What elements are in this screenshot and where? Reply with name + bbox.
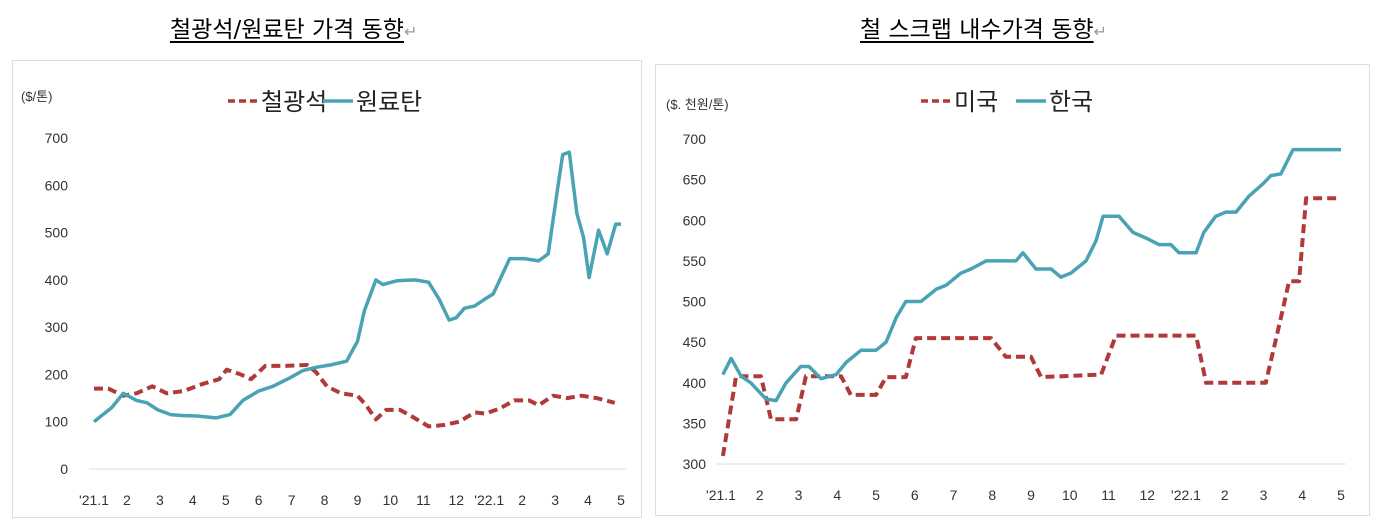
unit-label: ($/톤) (21, 89, 52, 104)
y-tick-label: 650 (683, 172, 707, 188)
x-tick-label: 2 (518, 492, 526, 508)
legend-label: 미국 (954, 89, 998, 116)
chart-svg: ($/톤) 0 100 200 300 400 500 600 700 '21.1 2 3 4 5 6 7 8 9… (21, 89, 626, 508)
chart-svg: ($. 천원/톤) 300 350 400 450 500 550 600 650 700 '21.… (666, 89, 1346, 503)
x-tick-label: 6 (255, 492, 263, 508)
x-tick-label: '22.1 (474, 492, 504, 508)
x-tick-label: 7 (288, 492, 296, 508)
x-tick-label: '22.1 (1171, 487, 1201, 503)
x-tick-label: 3 (1260, 487, 1268, 503)
x-tick-label: 2 (756, 487, 764, 503)
y-tick-label: 600 (45, 177, 69, 193)
x-tick-label: 12 (1139, 487, 1155, 503)
paragraph-mark: ↵ (1093, 22, 1107, 41)
chart-iron-coal: ($/톤) 0 100 200 300 400 500 600 700 '21.1 2 3 4 5 6 7 8 9… (12, 60, 642, 518)
y-tick-label: 450 (683, 334, 707, 350)
y-tick-label: 400 (45, 272, 69, 288)
y-tick-label: 300 (683, 456, 707, 472)
y-tick-label: 700 (45, 130, 69, 146)
x-tick-label: 5 (617, 492, 625, 508)
x-tick-label: 7 (950, 487, 958, 503)
x-tick-label: 8 (988, 487, 996, 503)
x-tick-label: 5 (222, 492, 230, 508)
x-tick-label: 2 (123, 492, 131, 508)
x-tick-label: 4 (584, 492, 592, 508)
y-tick-label: 550 (683, 253, 707, 269)
y-tick-label: 100 (45, 414, 69, 430)
x-tick-label: 10 (1062, 487, 1078, 503)
x-tick-label: 6 (911, 487, 919, 503)
y-tick-label: 400 (683, 375, 707, 391)
y-tick-label: 500 (45, 225, 69, 241)
x-tick-label: 4 (189, 492, 197, 508)
x-tick-label: 11 (416, 492, 431, 508)
unit-label: ($. 천원/톤) (666, 97, 729, 112)
title-text: 철 스크랩 내수가격 동향 (860, 17, 1094, 43)
x-tick-label: 10 (383, 492, 399, 508)
y-tick-label: 600 (683, 212, 707, 228)
y-tick-label: 200 (45, 366, 69, 382)
x-tick-label: 5 (872, 487, 880, 503)
x-tick-label: 11 (1101, 487, 1116, 503)
series-line-2 (721, 147, 1341, 403)
chart-scrap: ($. 천원/톤) 300 350 400 450 500 550 600 650 700 '21.… (655, 64, 1370, 516)
y-tick-label: 700 (683, 131, 707, 147)
y-tick-label: 0 (60, 461, 68, 477)
x-tick-label: 5 (1337, 487, 1345, 503)
x-tick-label: '21.1 (79, 492, 109, 508)
x-tick-label: 3 (156, 492, 164, 508)
title-text: 철광석/원료탄 가격 동향 (170, 17, 404, 43)
x-tick-label: 9 (354, 492, 362, 508)
paragraph-mark: ↵ (403, 22, 418, 41)
series-line-1 (94, 363, 616, 429)
x-tick-label: 8 (321, 492, 329, 508)
series-line-1 (720, 196, 1341, 457)
x-tick-label: 4 (833, 487, 841, 503)
legend-label: 원료탄 (356, 89, 422, 116)
x-tick-label: 2 (1221, 487, 1229, 503)
chart-title-right: 철 스크랩 내수가격 동향↵ (860, 10, 1107, 44)
legend-label: 한국 (1049, 89, 1093, 116)
x-tick-label: 9 (1027, 487, 1035, 503)
y-tick-label: 350 (683, 415, 707, 431)
legend-label: 철광석 (261, 89, 327, 116)
x-tick-label: 12 (449, 492, 465, 508)
series-line-2 (92, 150, 621, 424)
x-tick-label: '21.1 (706, 487, 736, 503)
y-tick-label: 300 (45, 319, 69, 335)
y-tick-label: 500 (683, 294, 707, 310)
x-tick-label: 4 (1298, 487, 1306, 503)
x-tick-label: 3 (795, 487, 803, 503)
chart-title-left: 철광석/원료탄 가격 동향↵ (170, 10, 417, 44)
x-tick-label: 3 (551, 492, 559, 508)
